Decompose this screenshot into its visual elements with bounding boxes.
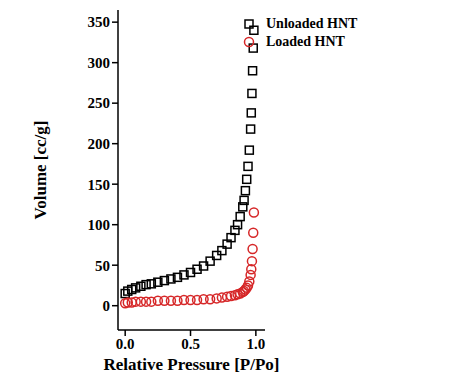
svg-text:250: 250 [88, 95, 111, 111]
svg-text:300: 300 [88, 55, 111, 71]
html-text:Unloaded HNT: Unloaded HNT [266, 16, 358, 31]
svg-text:Relative Pressure [P/Po]: Relative Pressure [P/Po] [104, 355, 280, 373]
svg-text:1.0: 1.0 [246, 336, 265, 352]
svg-text:0.0: 0.0 [116, 336, 135, 352]
svg-text:200: 200 [88, 136, 111, 152]
svg-text:0.5: 0.5 [181, 336, 200, 352]
svg-text:50: 50 [95, 258, 110, 274]
svg-text:0: 0 [103, 298, 111, 314]
svg-text:Volume [cc/g]: Volume [cc/g] [31, 121, 50, 220]
svg-text:350: 350 [88, 14, 111, 30]
svg-text:150: 150 [88, 177, 111, 193]
svg-text:100: 100 [88, 217, 111, 233]
html-text:Loaded HNT: Loaded HNT [266, 34, 345, 49]
